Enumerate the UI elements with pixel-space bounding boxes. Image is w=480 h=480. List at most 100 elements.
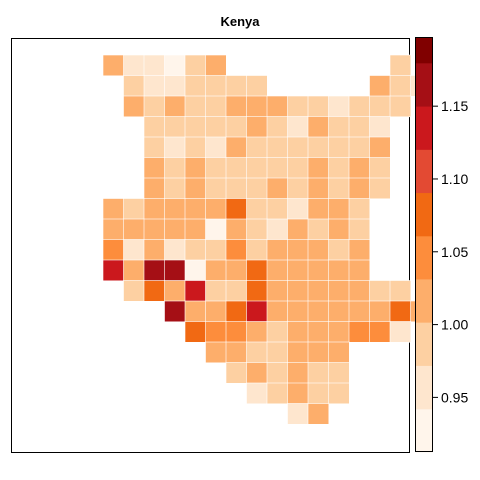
heatmap-cell xyxy=(205,54,227,77)
heatmap-cell xyxy=(369,177,391,200)
heatmap-cell xyxy=(164,75,186,97)
colorbar-tick-label: 1.00 xyxy=(441,317,468,333)
colorbar-segment xyxy=(415,322,433,366)
heatmap-cell xyxy=(266,198,289,220)
heatmap-cell xyxy=(184,300,207,323)
heatmap-cell xyxy=(225,75,248,97)
heatmap-cell xyxy=(287,382,309,405)
heatmap-cell xyxy=(266,136,289,159)
heatmap-cell xyxy=(328,300,350,323)
heatmap-cell xyxy=(369,157,391,179)
heatmap-cell xyxy=(369,116,391,138)
heatmap-cell xyxy=(328,382,350,405)
heatmap-cell xyxy=(369,95,391,118)
heatmap-cell xyxy=(246,280,268,302)
heatmap-cell xyxy=(205,116,227,138)
heatmap-cell xyxy=(184,95,207,118)
heatmap-cell xyxy=(205,75,227,97)
heatmap-cell xyxy=(184,198,207,220)
heatmap-cell xyxy=(205,239,227,261)
heatmap-cell xyxy=(328,362,350,384)
heatmap-cell xyxy=(389,75,412,97)
heatmap-cell xyxy=(123,75,145,97)
heatmap-cell xyxy=(389,300,412,323)
heatmap-cell xyxy=(102,259,125,282)
heatmap-cell xyxy=(246,362,268,384)
colorbar-segment xyxy=(415,106,433,150)
heatmap-cell xyxy=(143,95,166,118)
colorbar xyxy=(415,37,433,453)
heatmap-cell xyxy=(205,280,227,302)
heatmap-cell xyxy=(225,116,248,138)
heatmap-cell xyxy=(307,177,330,200)
heatmap-cell xyxy=(102,198,125,220)
heatmap-cell xyxy=(307,198,330,220)
heatmap-cell xyxy=(328,239,350,261)
heatmap-cell xyxy=(307,136,330,159)
heatmap-cell xyxy=(205,95,227,118)
heatmap-cell xyxy=(287,341,309,364)
colorbar-segment xyxy=(415,192,433,237)
heatmap-cell xyxy=(287,300,309,323)
heatmap-cell xyxy=(328,95,350,118)
heatmap-cell xyxy=(164,198,186,220)
heatmap-cell xyxy=(205,321,227,343)
heatmap-cell xyxy=(287,280,309,302)
heatmap-cell xyxy=(143,259,166,282)
heatmap-cell xyxy=(348,239,371,261)
heatmap-cell xyxy=(266,259,289,282)
heatmap-cell xyxy=(287,136,309,159)
heatmap-cell xyxy=(184,157,207,179)
heatmap-cell xyxy=(307,382,330,405)
heatmap-cell xyxy=(184,259,207,282)
heatmap-cell xyxy=(266,177,289,200)
heatmap-cell xyxy=(225,280,248,302)
heatmap-cell xyxy=(164,239,186,261)
heatmap-cell xyxy=(123,95,145,118)
heatmap-cell xyxy=(123,198,145,220)
heatmap-cell xyxy=(246,198,268,220)
heatmap-cell xyxy=(246,157,268,179)
heatmap-cell xyxy=(164,54,186,77)
heatmap-cell xyxy=(164,95,186,118)
heatmap-cell xyxy=(266,382,289,405)
heatmap-cell xyxy=(164,259,186,282)
heatmap-cell xyxy=(164,218,186,241)
heatmap-cell xyxy=(102,239,125,261)
heatmap-cell xyxy=(205,177,227,200)
heatmap-cell xyxy=(287,177,309,200)
heatmap-cell xyxy=(123,218,145,241)
heatmap-cell xyxy=(287,362,309,384)
heatmap-cell xyxy=(328,198,350,220)
map-title: Kenya xyxy=(220,14,260,29)
heatmap-cell xyxy=(328,116,350,138)
heatmap-cell xyxy=(307,321,330,343)
colorbar-tick-label: 1.10 xyxy=(441,171,468,187)
heatmap-cell xyxy=(184,54,207,77)
heatmap-cell xyxy=(164,280,186,302)
heatmap-cell xyxy=(205,198,227,220)
heatmap-cell xyxy=(143,218,166,241)
heatmap-cell xyxy=(307,259,330,282)
heatmap-cell xyxy=(266,341,289,364)
colorbar-tick-label: 1.15 xyxy=(441,98,468,114)
heatmap-cell xyxy=(287,157,309,179)
heatmap-cell xyxy=(328,136,350,159)
heatmap-cell xyxy=(389,280,412,302)
heatmap-cell xyxy=(205,218,227,241)
heatmap-cell xyxy=(287,198,309,220)
heatmap-cells xyxy=(102,54,432,425)
colorbar-tick-label: 0.95 xyxy=(441,389,468,405)
heatmap-cell xyxy=(266,218,289,241)
heatmap-cell xyxy=(143,177,166,200)
heatmap-cell xyxy=(348,95,371,118)
heatmap-cell xyxy=(123,280,145,302)
heatmap-cell xyxy=(348,218,371,241)
heatmap-cell xyxy=(123,54,145,77)
heatmap-cell xyxy=(225,157,248,179)
heatmap-cell xyxy=(369,136,391,159)
colorbar-segment xyxy=(415,235,433,280)
heatmap-cell xyxy=(143,136,166,159)
heatmap-cell xyxy=(307,116,330,138)
